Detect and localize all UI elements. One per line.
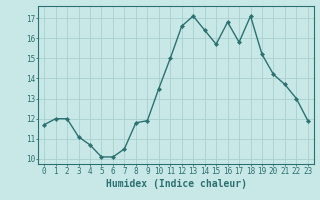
X-axis label: Humidex (Indice chaleur): Humidex (Indice chaleur) bbox=[106, 179, 246, 189]
